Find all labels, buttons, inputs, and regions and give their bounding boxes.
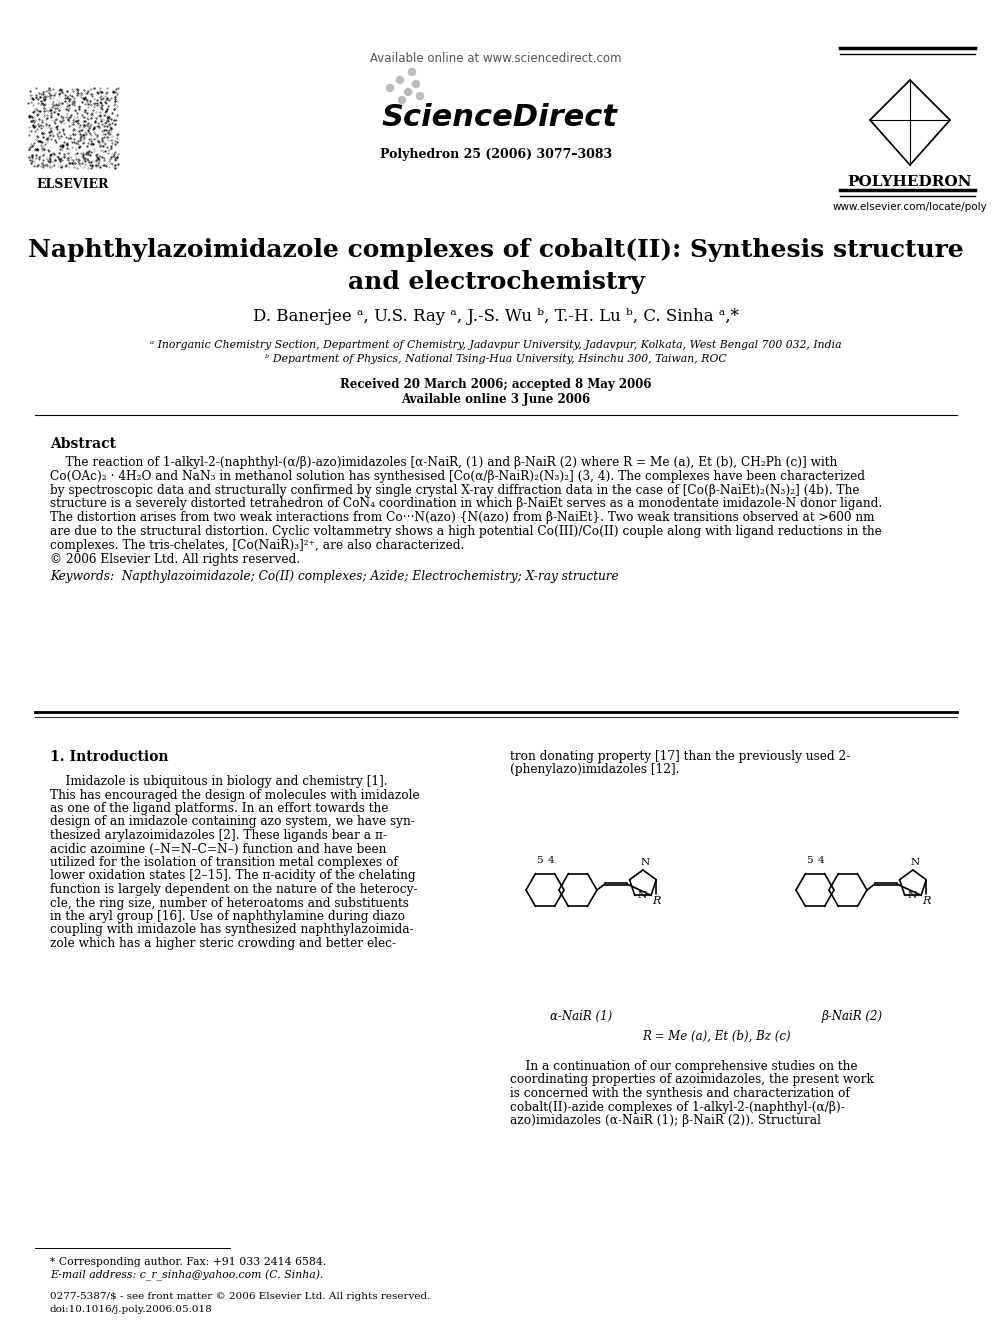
- Text: azo)imidazoles (α-NaiR (1); β-NaiR (2)). Structural: azo)imidazoles (α-NaiR (1); β-NaiR (2)).…: [510, 1114, 821, 1127]
- Text: R = Me (a), Et (b), Bz (c): R = Me (a), Et (b), Bz (c): [642, 1031, 791, 1043]
- Text: Imidazole is ubiquitous in biology and chemistry [1].: Imidazole is ubiquitous in biology and c…: [50, 775, 388, 789]
- Text: Naphthylazoimidazole complexes of cobalt(II): Synthesis structure: Naphthylazoimidazole complexes of cobalt…: [28, 238, 964, 262]
- Circle shape: [409, 69, 416, 75]
- Text: Polyhedron 25 (2006) 3077–3083: Polyhedron 25 (2006) 3077–3083: [380, 148, 612, 161]
- Text: The reaction of 1-alkyl-2-(naphthyl-(α/β)-azo)imidazoles [α-NaiR, (1) and β-NaiR: The reaction of 1-alkyl-2-(naphthyl-(α/β…: [50, 456, 837, 468]
- Text: are due to the structural distortion. Cyclic voltammetry shows a high potential : are due to the structural distortion. Cy…: [50, 525, 882, 538]
- Circle shape: [397, 77, 404, 83]
- Text: utilized for the isolation of transition metal complexes of: utilized for the isolation of transition…: [50, 856, 398, 869]
- Text: Received 20 March 2006; accepted 8 May 2006: Received 20 March 2006; accepted 8 May 2…: [340, 378, 652, 392]
- Text: ᵃ Inorganic Chemistry Section, Department of Chemistry, Jadavpur University, Jad: ᵃ Inorganic Chemistry Section, Departmen…: [150, 340, 842, 351]
- Text: N: N: [641, 859, 650, 867]
- Circle shape: [405, 89, 412, 95]
- Text: coordinating properties of azoimidazoles, the present work: coordinating properties of azoimidazoles…: [510, 1073, 874, 1086]
- Text: ScienceDirect: ScienceDirect: [382, 103, 618, 132]
- Text: 1. Introduction: 1. Introduction: [50, 750, 169, 763]
- Text: N: N: [911, 859, 920, 867]
- Text: R: R: [922, 896, 930, 906]
- Text: complexes. The tris-chelates, [Co(NaiR)₃]²⁺, are also characterized.: complexes. The tris-chelates, [Co(NaiR)₃…: [50, 538, 464, 552]
- Text: function is largely dependent on the nature of the heterocy-: function is largely dependent on the nat…: [50, 882, 418, 896]
- Text: D. Banerjee ᵃ, U.S. Ray ᵃ, J.-S. Wu ᵇ, T.-H. Lu ᵇ, C. Sinha ᵃ,*: D. Banerjee ᵃ, U.S. Ray ᵃ, J.-S. Wu ᵇ, T…: [253, 308, 739, 325]
- Text: acidic azoimine (–N=N–C=N–) function and have been: acidic azoimine (–N=N–C=N–) function and…: [50, 843, 386, 856]
- Text: 5: 5: [536, 856, 543, 865]
- Text: Co(OAc)₂ · 4H₂O and NaN₃ in methanol solution has synthesised [Co(α/β-NaiR)₂(N₃): Co(OAc)₂ · 4H₂O and NaN₃ in methanol sol…: [50, 470, 865, 483]
- Text: and electrochemistry: and electrochemistry: [347, 270, 645, 294]
- Text: 5: 5: [806, 856, 812, 865]
- Text: N: N: [908, 890, 918, 900]
- Text: N: N: [638, 890, 647, 900]
- Text: R: R: [652, 896, 661, 906]
- Text: 4: 4: [548, 856, 554, 865]
- Text: E-mail address: c_r_sinha@yahoo.com (C. Sinha).: E-mail address: c_r_sinha@yahoo.com (C. …: [50, 1270, 323, 1281]
- Text: structure is a severely distorted tetrahedron of CoN₄ coordination in which β-Na: structure is a severely distorted tetrah…: [50, 497, 882, 511]
- Text: as one of the ligand platforms. In an effort towards the: as one of the ligand platforms. In an ef…: [50, 802, 389, 815]
- Text: is concerned with the synthesis and characterization of: is concerned with the synthesis and char…: [510, 1088, 850, 1099]
- Text: lower oxidation states [2–15]. The π-acidity of the chelating: lower oxidation states [2–15]. The π-aci…: [50, 869, 416, 882]
- Circle shape: [417, 93, 424, 99]
- Text: Keywords:  Napthylazoimidazole; Co(II) complexes; Azide; Electrochemistry; X-ray: Keywords: Napthylazoimidazole; Co(II) co…: [50, 570, 619, 583]
- Text: in the aryl group [16]. Use of naphthylamine during diazo: in the aryl group [16]. Use of naphthyla…: [50, 910, 405, 923]
- Text: 4: 4: [817, 856, 824, 865]
- Text: In a continuation of our comprehensive studies on the: In a continuation of our comprehensive s…: [510, 1060, 857, 1073]
- Text: tron donating property [17] than the previously used 2-: tron donating property [17] than the pre…: [510, 750, 850, 763]
- Text: β-NaiR (2): β-NaiR (2): [821, 1009, 882, 1023]
- Text: Available online 3 June 2006: Available online 3 June 2006: [402, 393, 590, 406]
- Text: The distortion arises from two weak interactions from Co···N(azo) {N(azo) from β: The distortion arises from two weak inte…: [50, 511, 875, 524]
- Text: Abstract: Abstract: [50, 437, 116, 451]
- Text: Available online at www.sciencedirect.com: Available online at www.sciencedirect.co…: [370, 52, 622, 65]
- Text: ᵇ Department of Physics, National Tsing-Hua University, Hsinchu 300, Taiwan, ROC: ᵇ Department of Physics, National Tsing-…: [265, 355, 727, 364]
- Text: zole which has a higher steric crowding and better elec-: zole which has a higher steric crowding …: [50, 937, 396, 950]
- Circle shape: [413, 81, 420, 87]
- Circle shape: [387, 85, 394, 91]
- Text: cobalt(II)-azide complexes of 1-alkyl-2-(naphthyl-(α/β)-: cobalt(II)-azide complexes of 1-alkyl-2-…: [510, 1101, 845, 1114]
- Text: cle, the ring size, number of heteroatoms and substituents: cle, the ring size, number of heteroatom…: [50, 897, 409, 909]
- Text: 0277-5387/$ - see front matter © 2006 Elsevier Ltd. All rights reserved.: 0277-5387/$ - see front matter © 2006 El…: [50, 1293, 431, 1301]
- Text: © 2006 Elsevier Ltd. All rights reserved.: © 2006 Elsevier Ltd. All rights reserved…: [50, 553, 301, 566]
- Text: www.elsevier.com/locate/poly: www.elsevier.com/locate/poly: [832, 202, 987, 212]
- Text: (phenylazo)imidazoles [12].: (phenylazo)imidazoles [12].: [510, 763, 680, 777]
- Text: α-NaiR (1): α-NaiR (1): [551, 1009, 613, 1023]
- Text: coupling with imidazole has synthesized naphthylazoimida-: coupling with imidazole has synthesized …: [50, 923, 414, 937]
- Text: * Corresponding author. Fax: +91 033 2414 6584.: * Corresponding author. Fax: +91 033 241…: [50, 1257, 326, 1267]
- Text: This has encouraged the design of molecules with imidazole: This has encouraged the design of molecu…: [50, 789, 420, 802]
- Circle shape: [399, 97, 406, 103]
- Text: by spectroscopic data and structurally confirmed by single crystal X-ray diffrac: by spectroscopic data and structurally c…: [50, 484, 859, 496]
- Text: doi:10.1016/j.poly.2006.05.018: doi:10.1016/j.poly.2006.05.018: [50, 1304, 212, 1314]
- Text: ELSEVIER: ELSEVIER: [37, 179, 109, 191]
- Text: design of an imidazole containing azo system, we have syn-: design of an imidazole containing azo sy…: [50, 815, 415, 828]
- Text: thesized arylazoimidazoles [2]. These ligands bear a π-: thesized arylazoimidazoles [2]. These li…: [50, 830, 387, 841]
- Text: POLYHEDRON: POLYHEDRON: [848, 175, 972, 189]
